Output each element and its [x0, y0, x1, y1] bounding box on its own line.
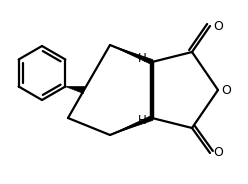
- Polygon shape: [110, 45, 153, 64]
- Text: H: H: [138, 52, 146, 66]
- Polygon shape: [110, 116, 153, 135]
- Text: O: O: [213, 20, 223, 33]
- Text: O: O: [221, 84, 231, 96]
- Text: O: O: [213, 146, 223, 160]
- Polygon shape: [65, 86, 85, 93]
- Text: H: H: [138, 114, 146, 128]
